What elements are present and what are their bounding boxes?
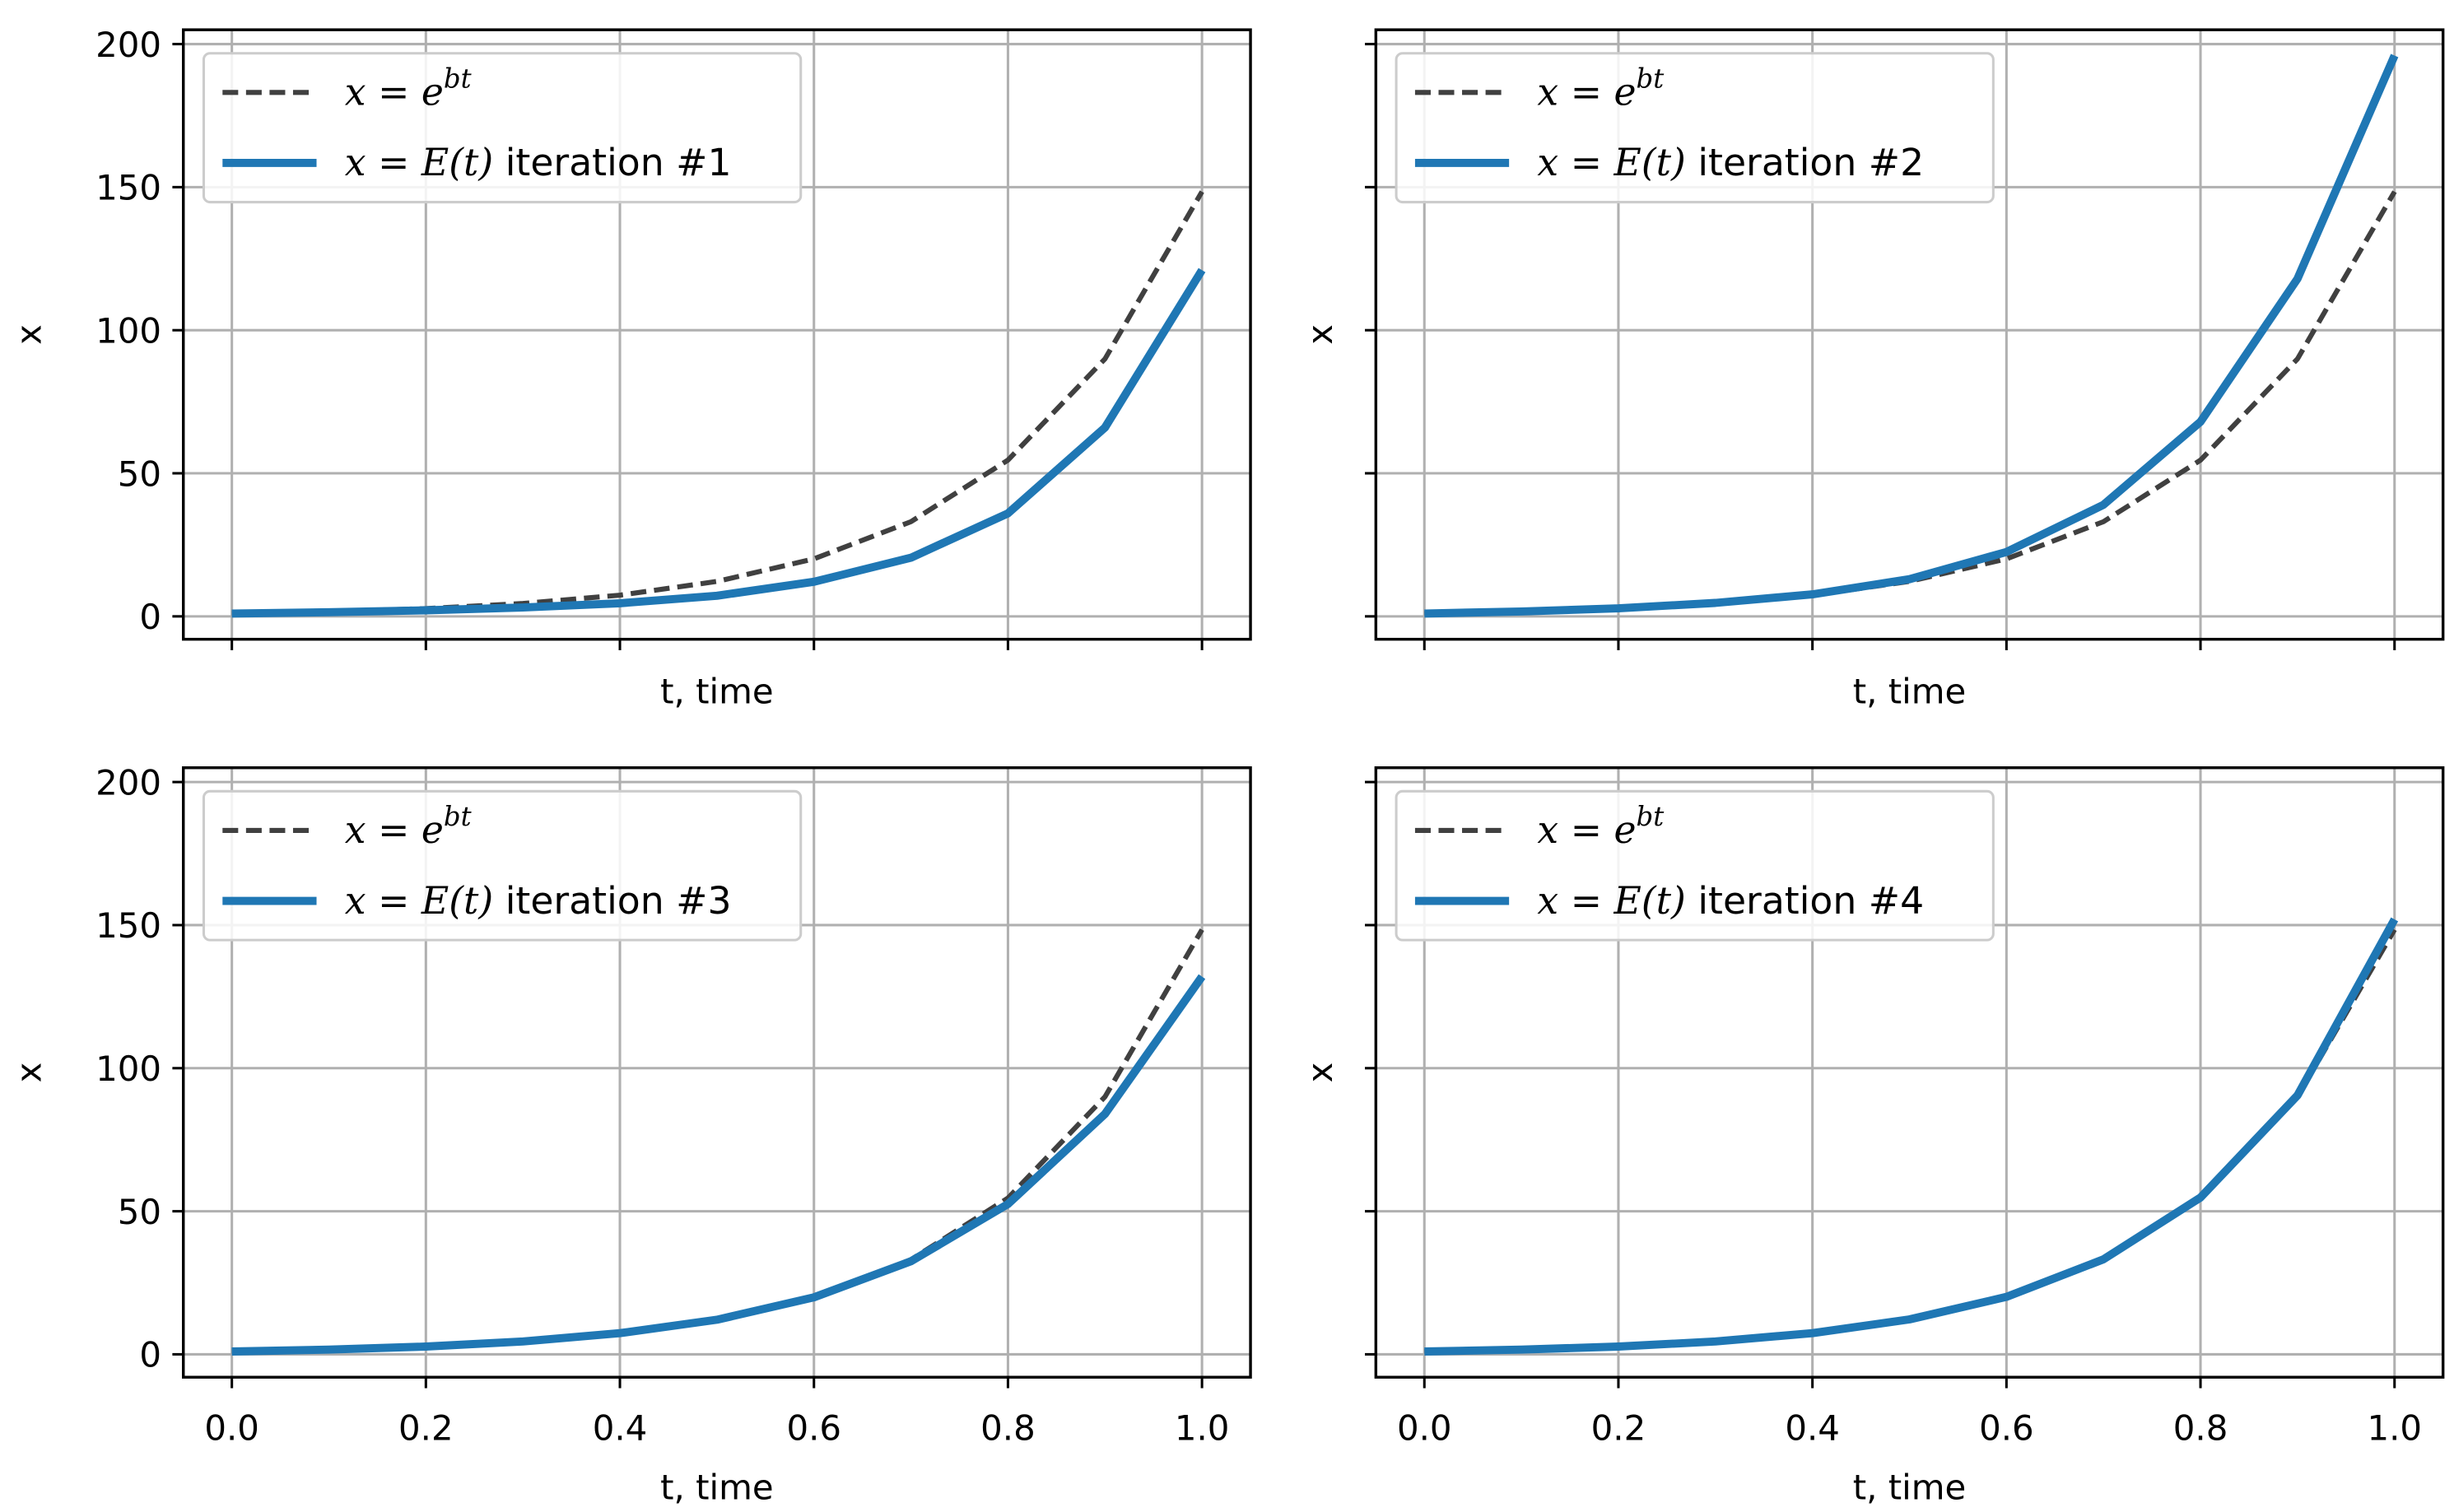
- panel-top-left: 0 50 100 150 200 t, time x x = ebt x = E(t) iter…: [8, 25, 1252, 712]
- series-line-approx: [231, 974, 1206, 1356]
- y-axis-label: x: [8, 1063, 49, 1083]
- legend: x = ebt x = E(t) iteration #3: [202, 789, 803, 942]
- legend-label-exact: x = ebt: [345, 801, 473, 852]
- y-axis-label: x: [1300, 1063, 1340, 1083]
- y-tick-label: 200: [95, 762, 161, 803]
- axes-frame: [1374, 766, 2445, 1379]
- axes-frame: [182, 28, 1252, 641]
- panel-bottom-right: 0.0 0.2 0.4 0.6 0.8 1.0 t, time x x = ebt x = E(t…: [1300, 766, 2445, 1508]
- x-tick-label: 0.8: [980, 1407, 1036, 1448]
- x-tick-label: 0.2: [398, 1407, 454, 1448]
- x-axis-label: t, time: [660, 1468, 774, 1508]
- legend: x = ebt x = E(t) iteration #1: [202, 52, 803, 204]
- series-line-approx: [1424, 54, 2399, 618]
- y-tick-label: 50: [118, 1192, 161, 1232]
- x-tick-label: 0.4: [1785, 1407, 1840, 1448]
- legend: x = ebt x = E(t) iteration #2: [1395, 52, 1995, 204]
- axes-frame: [1374, 28, 2445, 641]
- legend-box: [1395, 789, 1995, 942]
- legend-label-exact: x = ebt: [1537, 801, 1665, 852]
- y-axis-label: x: [8, 324, 49, 345]
- y-tick-label: 150: [95, 905, 161, 946]
- series-line-exact: [231, 190, 1204, 616]
- y-tick-label: 150: [95, 168, 161, 208]
- x-axis-label: t, time: [1853, 1468, 1967, 1508]
- series-line-approx: [231, 268, 1206, 618]
- legend-label-approx: x = E(t) iteration #2: [1537, 141, 1924, 184]
- x-tick-label: 0.2: [1591, 1407, 1646, 1448]
- y-tick-label: 0: [139, 1335, 161, 1375]
- x-tick-label: 0.8: [2173, 1407, 2228, 1448]
- x-tick-label: 0.0: [1397, 1407, 1452, 1448]
- legend-label-approx: x = E(t) iteration #4: [1537, 879, 1924, 923]
- series-line-exact: [1424, 190, 2397, 616]
- y-tick-label: 0: [139, 597, 161, 637]
- y-tick-label: 50: [118, 454, 161, 494]
- x-tick-label: 0.6: [786, 1407, 841, 1448]
- series-line-approx: [1424, 917, 2399, 1356]
- legend-box: [202, 789, 803, 942]
- y-tick-label: 100: [95, 1049, 161, 1089]
- y-axis-label: x: [1300, 324, 1340, 345]
- x-axis-label: t, time: [1853, 672, 1967, 712]
- legend-label-approx: x = E(t) iteration #1: [345, 141, 732, 184]
- legend-label-approx: x = E(t) iteration #3: [345, 879, 732, 923]
- legend: x = ebt x = E(t) iteration #4: [1395, 789, 1995, 942]
- panel-bottom-left: 0.0 0.2 0.4 0.6 0.8 1.0 0 50 100 150 200 t, time x x …: [8, 762, 1252, 1508]
- series-line-exact: [231, 928, 1204, 1355]
- legend-label-exact: x = ebt: [1537, 63, 1665, 114]
- axes-frame: [182, 766, 1252, 1379]
- x-tick-label: 0.6: [1979, 1407, 2034, 1448]
- y-tick-label: 200: [95, 25, 161, 65]
- x-tick-label: 0.0: [204, 1407, 259, 1448]
- x-axis-label: t, time: [660, 672, 774, 712]
- legend-box: [202, 52, 803, 204]
- x-tick-label: 0.4: [593, 1407, 648, 1448]
- panel-top-right: t, time x x = ebt x = E(t) iteration #2: [1300, 28, 2445, 712]
- legend-box: [1395, 52, 1995, 204]
- x-tick-label: 1.0: [2367, 1407, 2422, 1448]
- legend-label-exact: x = ebt: [345, 63, 473, 114]
- y-tick-label: 100: [95, 310, 161, 351]
- x-tick-label: 1.0: [1175, 1407, 1230, 1448]
